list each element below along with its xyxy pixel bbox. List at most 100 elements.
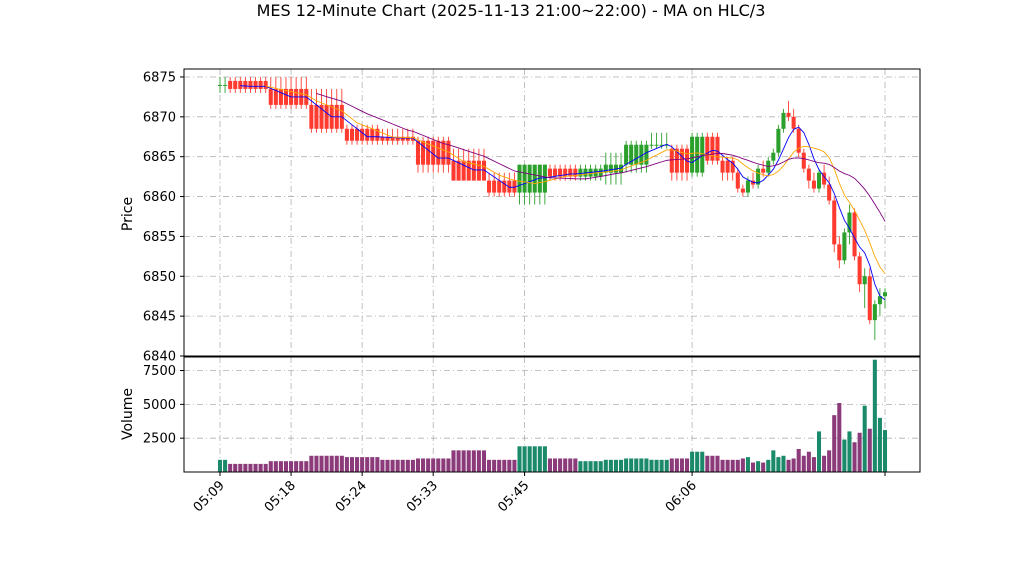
volume-bar	[426, 458, 431, 472]
candle-body	[233, 80, 238, 89]
candle-body	[867, 276, 872, 321]
volume-axis-label: Volume	[120, 388, 136, 440]
volume-tick-label: 2500	[143, 432, 176, 447]
volume-grid	[184, 357, 920, 472]
volume-bar	[791, 458, 796, 472]
volume-bar	[563, 458, 568, 472]
volume-bar	[624, 458, 629, 472]
volume-bar	[811, 457, 816, 472]
volume-bar	[862, 405, 867, 472]
candle-body	[573, 168, 578, 177]
volume-bar	[537, 446, 542, 472]
candle-body	[700, 136, 705, 173]
volume-bar	[481, 450, 486, 472]
volume-bar	[547, 458, 552, 472]
volume-bar	[355, 457, 360, 472]
volume-bar	[613, 459, 618, 472]
candle-body	[360, 128, 365, 141]
candle-body	[847, 212, 852, 233]
candle-body	[248, 80, 253, 89]
candle-body	[273, 88, 278, 105]
candle-body	[578, 168, 583, 177]
volume-bar	[436, 458, 441, 472]
volume-bar	[431, 458, 436, 472]
candle-body	[629, 144, 634, 165]
candle-body	[426, 140, 431, 165]
volume-bar	[228, 463, 233, 472]
volume-bar	[882, 430, 888, 472]
volume-bar	[507, 459, 512, 472]
volume-bar	[847, 431, 852, 472]
volume-bar	[400, 459, 405, 472]
volume-bar	[705, 455, 710, 472]
candle-body	[497, 180, 502, 193]
candle-body	[644, 144, 649, 165]
candle-body	[735, 172, 740, 189]
candle-body	[223, 84, 228, 86]
candle-body	[400, 136, 405, 141]
volume-bar	[253, 463, 258, 472]
candle-body	[745, 180, 750, 193]
candle-body	[268, 88, 273, 105]
volume-bar	[415, 458, 421, 472]
candle-body	[715, 136, 720, 161]
x-tick-label: 05:45	[495, 478, 532, 515]
volume-bar	[294, 461, 299, 472]
volume-bar	[573, 458, 578, 472]
candle-body	[695, 136, 700, 173]
volume-bar	[761, 462, 766, 472]
candle-body	[451, 160, 456, 181]
candle-body	[619, 164, 624, 173]
candle-body	[349, 128, 355, 141]
x-tick-label: 05:24	[333, 478, 370, 515]
candle-body	[253, 80, 258, 89]
candle-body	[776, 128, 781, 153]
volume-panel-frame	[183, 356, 921, 473]
candle-body	[217, 84, 223, 86]
candle-body	[852, 212, 857, 257]
candle-body	[385, 136, 390, 141]
volume-bar	[629, 458, 634, 472]
volume-bar	[842, 439, 847, 472]
candle-body	[365, 128, 370, 141]
candle-body	[471, 160, 476, 181]
volume-bar	[217, 459, 223, 472]
volume-bar	[593, 461, 598, 472]
volume-bar	[334, 455, 339, 472]
candle-body	[553, 168, 558, 177]
volume-bar	[816, 431, 822, 472]
volume-bar	[370, 457, 375, 472]
candle-body	[781, 112, 786, 129]
volume-bar	[497, 459, 502, 472]
candle-body	[487, 180, 492, 193]
volume-bar	[410, 459, 415, 472]
candle-body	[283, 88, 289, 105]
volume-bar	[725, 459, 730, 472]
candle-body	[436, 140, 441, 165]
candle-body	[263, 80, 268, 89]
volume-bar	[608, 459, 613, 472]
volume-bar	[634, 458, 639, 472]
candle-body	[801, 152, 806, 169]
volume-bar	[324, 455, 329, 472]
candle-body	[278, 88, 283, 105]
candle-body	[431, 140, 436, 165]
volume-bar	[238, 463, 243, 472]
price-axis-label: Price	[120, 197, 136, 231]
volume-bar	[690, 451, 695, 472]
volume-bar	[283, 461, 289, 472]
volume-bar	[776, 457, 781, 472]
volume-bar	[771, 450, 776, 472]
candle-body	[542, 164, 547, 193]
volume-bar	[720, 459, 725, 472]
candle-body	[415, 140, 421, 165]
volume-bar	[730, 459, 735, 472]
candle-body	[842, 232, 847, 261]
volume-bar	[654, 459, 659, 472]
volume-bar	[639, 458, 644, 472]
candle-body	[811, 180, 816, 189]
x-tick-label: 05:18	[262, 478, 299, 515]
volume-bar	[598, 461, 603, 472]
x-tick-label: 06:06	[663, 478, 700, 515]
volume-bar	[304, 461, 309, 472]
